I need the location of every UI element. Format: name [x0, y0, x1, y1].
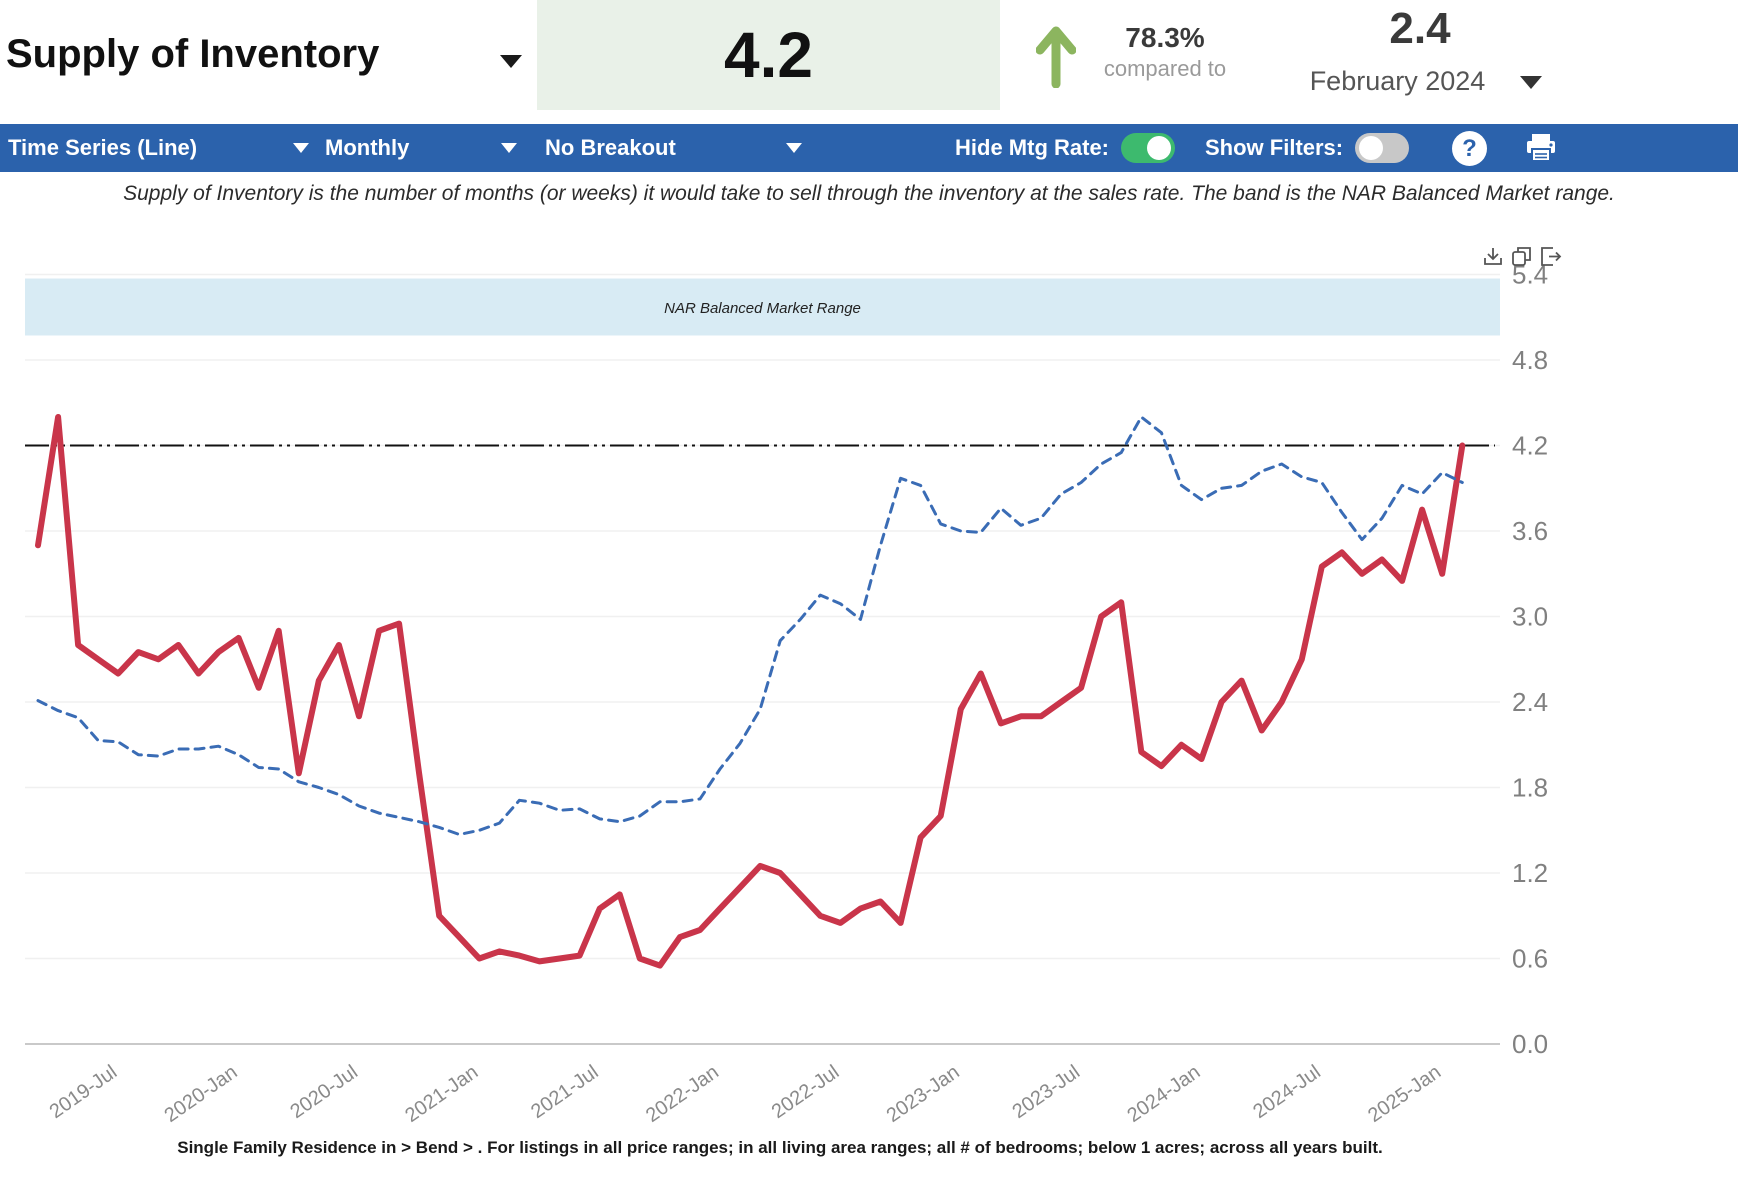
breakout-dropdown[interactable]: No Breakout — [545, 124, 802, 172]
breakout-label: No Breakout — [545, 135, 676, 160]
print-icon[interactable] — [1524, 132, 1558, 164]
chart-type-label: Time Series (Line) — [8, 135, 198, 160]
current-value: 4.2 — [724, 19, 813, 91]
chart-description: Supply of Inventory is the number of mon… — [123, 182, 1615, 205]
chevron-down-icon — [293, 143, 310, 153]
x-axis-label: 2025-Jan — [1364, 1061, 1445, 1127]
x-axis-label: 2023-Jul — [1009, 1061, 1084, 1123]
x-axis-label: 2020-Jan — [161, 1061, 242, 1127]
frequency-dropdown[interactable]: Monthly — [325, 124, 518, 172]
y-axis-label: 2.4 — [1512, 687, 1548, 717]
help-icon[interactable]: ? — [1452, 131, 1487, 166]
export-icon[interactable] — [1541, 247, 1562, 266]
y-axis-label: 1.8 — [1512, 773, 1548, 803]
chevron-down-icon — [501, 143, 518, 153]
download-icon[interactable] — [1484, 248, 1502, 265]
change-percent: 78.3% — [1125, 22, 1205, 53]
current-value-box: 4.2 — [537, 0, 1000, 110]
x-axis-label: 2024-Jul — [1249, 1061, 1324, 1123]
chart-type-dropdown[interactable]: Time Series (Line) — [8, 124, 310, 172]
x-axis-label: 2019-Jul — [46, 1061, 121, 1123]
chevron-down-icon — [785, 143, 802, 153]
band-label: NAR Balanced Market Range — [664, 300, 861, 317]
time-series-chart: NAR Balanced Market Range5.44.84.23.63.0… — [25, 247, 1562, 1127]
x-axis-label: 2022-Jul — [768, 1061, 843, 1123]
metric-dropdown-caret-icon[interactable] — [500, 55, 522, 68]
supply-of-inventory-line — [35, 414, 1466, 969]
hide-mtg-rate-toggle[interactable] — [1121, 133, 1175, 163]
show-filters-toggle[interactable] — [1355, 133, 1410, 163]
period-dropdown-caret-icon[interactable] — [1520, 76, 1542, 89]
hide-mtg-rate-control: Hide Mtg Rate: — [955, 124, 1175, 172]
previous-value: 2.4 — [1389, 4, 1451, 53]
x-axis-label: 2024-Jan — [1123, 1061, 1204, 1127]
filter-footnote: Single Family Residence in > Bend > . Fo… — [177, 1138, 1383, 1157]
x-axis-label: 2021-Jul — [527, 1061, 602, 1123]
nar-balanced-market-band — [25, 278, 1500, 336]
previous-period: February 2024 — [1309, 66, 1486, 96]
y-axis-label: 4.2 — [1512, 431, 1548, 461]
y-axis-label: 3.6 — [1512, 516, 1548, 546]
hide-mtg-rate-label: Hide Mtg Rate: — [955, 135, 1109, 160]
compared-to-label: compared to — [1103, 56, 1227, 81]
y-axis-label: 1.2 — [1512, 858, 1548, 888]
y-axis-label: 4.8 — [1512, 345, 1548, 375]
x-axis-label: 2020-Jul — [286, 1061, 361, 1123]
chart-toolbar: Time Series (Line) Monthly No Breakout H… — [0, 124, 1738, 172]
toggle-knob — [1147, 136, 1171, 160]
x-axis-label: 2021-Jan — [401, 1061, 482, 1127]
copy-icon[interactable] — [1512, 247, 1531, 266]
help-label: ? — [1462, 134, 1477, 162]
x-axis-label: 2022-Jan — [642, 1061, 723, 1127]
up-arrow-icon — [1036, 26, 1076, 88]
frequency-label: Monthly — [325, 135, 410, 160]
page-title: Supply of Inventory — [6, 32, 380, 76]
y-axis-label: 0.0 — [1512, 1029, 1548, 1059]
show-filters-control: Show Filters: — [1205, 124, 1410, 172]
show-filters-label: Show Filters: — [1205, 135, 1344, 160]
mtg-rate-line — [36, 415, 1464, 836]
y-axis-label: 0.6 — [1512, 944, 1548, 974]
x-axis-label: 2023-Jan — [883, 1061, 964, 1127]
toggle-knob — [1359, 136, 1384, 160]
y-axis-label: 3.0 — [1512, 602, 1548, 632]
